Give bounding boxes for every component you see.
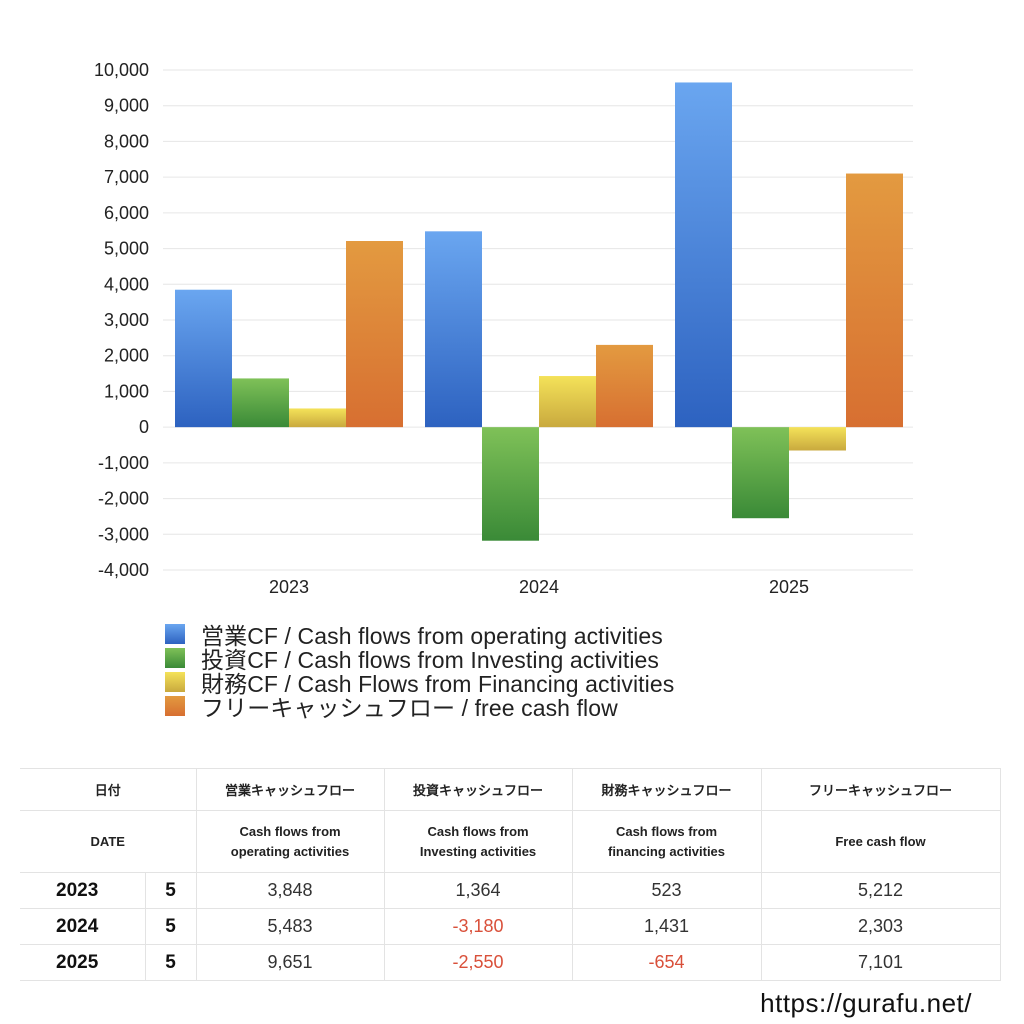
header-line: Investing activities xyxy=(419,843,537,859)
bar-financing xyxy=(789,427,846,451)
header-investing-jp: 投資キャッシュフロー xyxy=(383,768,573,811)
y-tick-label: 1,000 xyxy=(104,381,149,401)
y-tick-label: 8,000 xyxy=(104,131,149,151)
cell-year: 2023 xyxy=(20,872,146,909)
bar-free-cash-flow xyxy=(346,241,403,428)
y-tick-label: -1,000 xyxy=(98,453,149,473)
legend-label-financing: 財務CF / Cash Flows from Financing activit… xyxy=(201,671,675,697)
cell-investing: -3,180 xyxy=(383,908,573,945)
x-axis-labels: 2023 2024 2025 xyxy=(269,577,809,597)
header-free-en: Free cash flow xyxy=(760,810,1001,873)
header-line: Free cash flow xyxy=(835,833,926,849)
header-free-jp: フリーキャッシュフロー xyxy=(760,768,1001,811)
chart-legend: 営業CF / Cash flows from operating activit… xyxy=(165,622,674,721)
bar-investing xyxy=(732,427,789,519)
header-date-en: DATE xyxy=(20,810,197,873)
y-tick-label: -4,000 xyxy=(98,560,149,580)
legend-swatch-investing xyxy=(165,648,185,668)
header-line: Cash flows from xyxy=(239,823,341,839)
y-axis-labels: 10,000 9,000 8,000 7,000 6,000 5,000 4,000 3,00… xyxy=(94,60,149,580)
header-operating-en: Cash flows from operating activities xyxy=(195,810,385,873)
y-tick-label: 4,000 xyxy=(104,274,149,294)
bar-operating xyxy=(175,289,232,428)
bar-financing xyxy=(539,376,596,428)
y-tick-label: 7,000 xyxy=(104,167,149,187)
header-line: Cash flows from xyxy=(615,823,718,839)
header-line: financing activities xyxy=(607,843,726,859)
cell-operating: 3,848 xyxy=(195,872,385,909)
legend-swatch-operating xyxy=(165,624,185,644)
table-header-en: DATE Cash flows from operating activitie… xyxy=(20,810,1001,873)
cash-flow-bar-chart: 10,000 9,000 8,000 7,000 6,000 5,000 4,000 3,00… xyxy=(94,60,913,597)
y-tick-label: 9,000 xyxy=(104,96,149,116)
cell-operating: 9,651 xyxy=(195,944,385,981)
header-operating-jp: 営業キャッシュフロー xyxy=(195,768,385,811)
bar-free-cash-flow xyxy=(846,173,903,428)
y-tick-label: 2,000 xyxy=(104,346,149,366)
bar-investing xyxy=(232,378,289,428)
cell-financing: 523 xyxy=(571,872,762,909)
x-tick-label: 2023 xyxy=(269,577,309,597)
y-tick-label: -3,000 xyxy=(98,524,149,544)
header-date-jp: 日付 xyxy=(20,768,197,811)
bar-financing xyxy=(289,408,346,428)
bar-free-cash-flow xyxy=(596,344,653,428)
legend-item-operating: 営業CF / Cash flows from operating activit… xyxy=(165,622,674,649)
legend-item-free-cash-flow: フリーキャッシュフロー / free cash flow xyxy=(165,694,674,721)
y-tick-label: -2,000 xyxy=(98,489,149,509)
header-investing-en: Cash flows from Investing activities xyxy=(383,810,573,873)
cell-year: 2024 xyxy=(20,908,146,945)
cell-investing: 1,364 xyxy=(383,872,573,909)
y-tick-label: 0 xyxy=(139,417,149,437)
x-tick-label: 2025 xyxy=(769,577,809,597)
header-date-en-line: DATE xyxy=(90,833,125,849)
table-row: 2024 5 5,483 -3,180 1,431 2,303 xyxy=(20,908,1001,945)
cell-financing: 1,431 xyxy=(571,908,762,945)
header-financing-jp: 財務キャッシュフロー xyxy=(571,768,762,811)
legend-label-investing: 投資CF / Cash flows from Investing activit… xyxy=(201,647,660,673)
cell-month: 5 xyxy=(144,944,197,981)
header-line: Cash flows from xyxy=(427,823,529,839)
table-row: 2023 5 3,848 1,364 523 5,212 xyxy=(20,872,1001,909)
cell-month: 5 xyxy=(144,908,197,945)
table-row: 2025 5 9,651 -2,550 -654 7,101 xyxy=(20,944,1001,981)
legend-swatch-financing xyxy=(165,672,185,692)
legend-item-financing: 財務CF / Cash Flows from Financing activit… xyxy=(165,670,674,697)
cash-flow-table: 日付 営業キャッシュフロー 投資キャッシュフロー 財務キャッシュフロー フリーキ… xyxy=(20,768,1001,981)
legend-swatch-free-cash-flow xyxy=(165,696,185,716)
table-header-jp: 日付 営業キャッシュフロー 投資キャッシュフロー 財務キャッシュフロー フリーキ… xyxy=(20,768,1001,811)
header-line: operating activities xyxy=(230,843,350,859)
bar-investing xyxy=(482,427,539,541)
cell-year: 2025 xyxy=(20,944,146,981)
site-url-link[interactable]: https://gurafu.net/ xyxy=(760,988,972,1018)
bar-operating xyxy=(425,231,482,428)
cell-financing: -654 xyxy=(571,944,762,981)
cell-free: 7,101 xyxy=(760,944,1001,981)
cell-free: 5,212 xyxy=(760,872,1001,909)
chart-bars xyxy=(175,82,903,541)
cell-free: 2,303 xyxy=(760,908,1001,945)
cell-investing: -2,550 xyxy=(383,944,573,981)
bar-operating xyxy=(675,82,732,428)
header-financing-en: Cash flows from financing activities xyxy=(571,810,762,873)
legend-label-free-cash-flow: フリーキャッシュフロー / free cash flow xyxy=(201,695,618,721)
legend-label-operating: 営業CF / Cash flows from operating activit… xyxy=(201,623,663,649)
x-tick-label: 2024 xyxy=(519,577,559,597)
y-tick-label: 5,000 xyxy=(104,239,149,259)
cell-operating: 5,483 xyxy=(195,908,385,945)
cell-month: 5 xyxy=(144,872,197,909)
y-tick-label: 6,000 xyxy=(104,203,149,223)
y-tick-label: 10,000 xyxy=(94,60,149,80)
y-tick-label: 3,000 xyxy=(104,310,149,330)
legend-item-investing: 投資CF / Cash flows from Investing activit… xyxy=(165,646,674,673)
